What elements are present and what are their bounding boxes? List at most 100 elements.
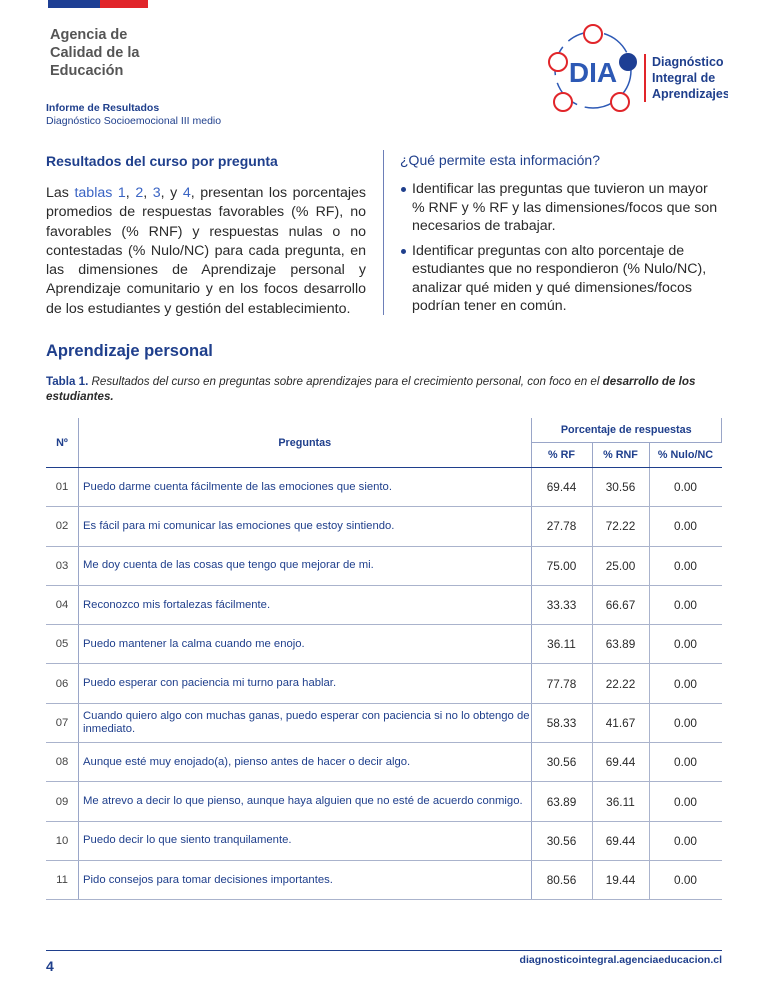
percentage: 0.00 <box>649 663 722 704</box>
intro-title: Resultados del curso por pregunta <box>46 153 278 169</box>
percentage: 72.22 <box>592 506 650 547</box>
question: Me doy cuenta de las cosas que tengo que… <box>78 546 532 586</box>
percentage: 75.00 <box>531 546 593 586</box>
agency-line: Agencia de <box>50 27 128 43</box>
agency-line: Calidad de la <box>50 45 140 61</box>
divider <box>383 150 384 315</box>
logo-line: Aprendizajes <box>652 87 728 101</box>
percentage: 0.00 <box>649 467 722 508</box>
percentage: 0.00 <box>649 546 722 586</box>
bullet: Identificar las preguntas que tuvieron u… <box>400 180 724 236</box>
text: , y <box>160 185 183 201</box>
percentage: 0.00 <box>649 506 722 547</box>
percentage: 0.00 <box>649 821 722 861</box>
percentage: 63.89 <box>531 781 593 822</box>
footer-url: diagnosticointegral.agenciaeducacion.cl <box>519 954 722 966</box>
percentage: 80.56 <box>531 860 593 901</box>
question: Es fácil para mi comunicar las emociones… <box>78 506 532 547</box>
flag-blue <box>48 0 100 8</box>
table-row: 05 Puedo mantener la calma cuando me enoj… <box>46 624 722 665</box>
header-question: Preguntas <box>78 418 532 468</box>
percentage: 0.00 <box>649 860 722 901</box>
logo-text: DIA <box>569 57 617 88</box>
row-number: 11 <box>46 860 79 901</box>
results-table: Nº Preguntas Porcentaje de respuestas % … <box>46 418 722 901</box>
table-row: 07 Cuando quiero algo con muchas ganas, p… <box>46 703 722 744</box>
row-number: 05 <box>46 624 79 665</box>
question: Puedo darme cuenta fácilmente de las emo… <box>78 467 532 508</box>
header-group: Porcentaje de respuestas <box>531 418 722 443</box>
percentage: 58.33 <box>531 703 593 744</box>
page-number: 4 <box>46 958 54 974</box>
table-link: 3 <box>152 185 161 201</box>
logo-line: Integral de <box>652 71 715 85</box>
percentage: 19.44 <box>592 860 650 901</box>
info-list: Identificar las preguntas que tuvieron u… <box>400 180 724 322</box>
table-link: 2 <box>135 185 144 201</box>
question: Reconozco mis fortalezas fácilmente. <box>78 585 532 626</box>
percentage: 30.56 <box>531 821 593 861</box>
percentage: 30.56 <box>592 467 650 508</box>
percentage: 0.00 <box>649 585 722 626</box>
logo: DIA Diagnóstico Integral de Aprendizajes <box>548 24 728 112</box>
question: Puedo decir lo que siento tranquilamente… <box>78 821 532 861</box>
percentage: 69.44 <box>592 821 650 861</box>
table-row: 10 Puedo decir lo que siento tranquilamen… <box>46 821 722 861</box>
logo-line: Diagnóstico <box>652 55 724 69</box>
percentage: 77.78 <box>531 663 593 704</box>
percentage: 36.11 <box>592 781 650 822</box>
percentage: 0.00 <box>649 624 722 665</box>
agency-name: Agencia de Calidad de la Educación <box>50 26 139 80</box>
report-title: Informe de Resultados <box>46 102 160 114</box>
percentage: 69.44 <box>531 467 593 508</box>
row-number: 06 <box>46 663 79 704</box>
table-caption: Tabla 1. Resultados del curso en pregunt… <box>46 374 726 404</box>
percentage: 36.11 <box>531 624 593 665</box>
footer-line <box>46 950 722 951</box>
question: Aunque esté muy enojado(a), pienso antes… <box>78 742 532 783</box>
section-title: Aprendizaje personal <box>46 342 213 360</box>
intro-paragraph: Las tablas 1, 2, 3, y 4, presentan los p… <box>46 184 366 319</box>
header-column: % Nulo/NC <box>649 442 722 468</box>
row-number: 02 <box>46 506 79 547</box>
percentage: 63.89 <box>592 624 650 665</box>
report-info: Informe de Resultados Diagnóstico Socioe… <box>46 102 221 128</box>
text: Las <box>46 185 75 201</box>
row-number: 01 <box>46 467 79 508</box>
table-row: 08 Aunque esté muy enojado(a), pienso ant… <box>46 742 722 783</box>
agency-line: Educación <box>50 63 124 79</box>
table-row: 04 Reconozco mis fortalezas fácilmente. 33… <box>46 585 722 626</box>
percentage: 0.00 <box>649 742 722 783</box>
table-link: 4 <box>182 185 191 201</box>
row-number: 04 <box>46 585 79 626</box>
percentage: 0.00 <box>649 703 722 744</box>
caption-label: Tabla 1. <box>46 375 89 388</box>
table-link: tablas 1 <box>74 185 126 201</box>
table-row: 02 Es fácil para mi comunicar las emocion… <box>46 506 722 547</box>
caption-text: Resultados del curso en preguntas sobre … <box>91 375 603 388</box>
percentage: 30.56 <box>531 742 593 783</box>
text: , <box>125 185 136 201</box>
table-row: 03 Me doy cuenta de las cosas que tengo q… <box>46 546 722 586</box>
header-column: % RF <box>531 442 593 468</box>
flag-red <box>100 0 148 8</box>
percentage: 41.67 <box>592 703 650 744</box>
question: Puedo esperar con paciencia mi turno par… <box>78 663 532 704</box>
percentage: 27.78 <box>531 506 593 547</box>
row-number: 03 <box>46 546 79 586</box>
question: Me atrevo a decir lo que pienso, aunque … <box>78 781 532 822</box>
table-row: 06 Puedo esperar con paciencia mi turno p… <box>46 663 722 704</box>
question: Puedo mantener la calma cuando me enojo. <box>78 624 532 665</box>
question: Cuando quiero algo con muchas ganas, pue… <box>78 703 532 744</box>
row-number: 10 <box>46 821 79 861</box>
text: , <box>143 185 153 201</box>
row-number: 07 <box>46 703 79 744</box>
percentage: 25.00 <box>592 546 650 586</box>
percentage: 66.67 <box>592 585 650 626</box>
percentage: 22.22 <box>592 663 650 704</box>
bullet: Identificar preguntas con alto porcentaj… <box>400 242 724 316</box>
header-column: % RNF <box>592 442 650 468</box>
caption-emphasis: desarrollo de los estudiantes. <box>46 375 696 403</box>
percentage: 33.33 <box>531 585 593 626</box>
